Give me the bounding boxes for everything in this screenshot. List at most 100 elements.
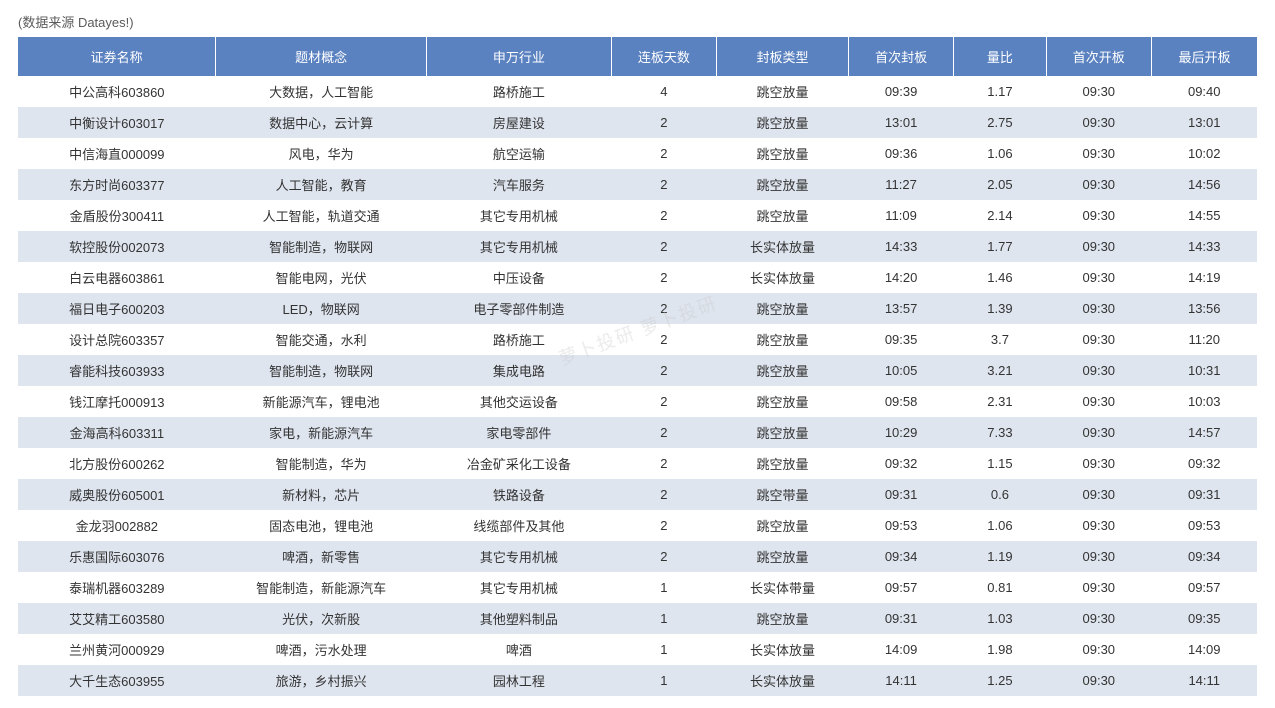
table-row: 白云电器603861智能电网，光伏中压设备2长实体放量14:201.4609:3… [18, 262, 1257, 293]
cell-theme: 家电，新能源汽车 [216, 417, 427, 448]
table-row: 大千生态603955旅游，乡村振兴园林工程1长实体放量14:111.2509:3… [18, 665, 1257, 696]
cell-first_open: 09:30 [1046, 541, 1151, 572]
cell-last_open: 11:20 [1152, 324, 1258, 355]
cell-theme: 数据中心，云计算 [216, 107, 427, 138]
cell-seal_type: 跳空放量 [717, 448, 849, 479]
cell-theme: LED，物联网 [216, 293, 427, 324]
cell-days: 2 [611, 448, 716, 479]
cell-last_open: 14:33 [1152, 231, 1258, 262]
table-row: 金盾股份300411人工智能，轨道交通其它专用机械2跳空放量11:092.140… [18, 200, 1257, 231]
cell-vol_ratio: 1.25 [954, 665, 1046, 696]
cell-seal_type: 跳空放量 [717, 541, 849, 572]
cell-first_open: 09:30 [1046, 510, 1151, 541]
cell-industry: 汽车服务 [427, 169, 612, 200]
cell-theme: 人工智能，教育 [216, 169, 427, 200]
cell-name: 泰瑞机器603289 [18, 572, 216, 603]
cell-vol_ratio: 2.14 [954, 200, 1046, 231]
cell-first_seal: 13:01 [848, 107, 953, 138]
col-header-last_open: 最后开板 [1152, 37, 1258, 76]
cell-theme: 新材料，芯片 [216, 479, 427, 510]
cell-first_seal: 09:32 [848, 448, 953, 479]
table-row: 北方股份600262智能制造，华为冶金矿采化工设备2跳空放量09:321.150… [18, 448, 1257, 479]
cell-first_seal: 14:09 [848, 634, 953, 665]
cell-first_open: 09:30 [1046, 572, 1151, 603]
cell-days: 1 [611, 634, 716, 665]
table-body: 中公高科603860大数据，人工智能路桥施工4跳空放量09:391.1709:3… [18, 76, 1257, 696]
cell-vol_ratio: 1.06 [954, 510, 1046, 541]
cell-first_seal: 09:34 [848, 541, 953, 572]
cell-days: 2 [611, 231, 716, 262]
cell-first_open: 09:30 [1046, 262, 1151, 293]
cell-first_open: 09:30 [1046, 138, 1151, 169]
table-row: 金龙羽002882固态电池，锂电池线缆部件及其他2跳空放量09:531.0609… [18, 510, 1257, 541]
cell-vol_ratio: 3.7 [954, 324, 1046, 355]
col-header-first_open: 首次开板 [1046, 37, 1151, 76]
cell-first_seal: 09:39 [848, 76, 953, 107]
table-row: 中公高科603860大数据，人工智能路桥施工4跳空放量09:391.1709:3… [18, 76, 1257, 107]
cell-first_open: 09:30 [1046, 169, 1151, 200]
cell-theme: 大数据，人工智能 [216, 76, 427, 107]
cell-theme: 智能制造，华为 [216, 448, 427, 479]
cell-first_open: 09:30 [1046, 603, 1151, 634]
cell-last_open: 09:34 [1152, 541, 1258, 572]
cell-days: 2 [611, 138, 716, 169]
cell-theme: 啤酒，新零售 [216, 541, 427, 572]
cell-industry: 中压设备 [427, 262, 612, 293]
cell-theme: 智能制造，物联网 [216, 231, 427, 262]
cell-theme: 智能制造，物联网 [216, 355, 427, 386]
cell-industry: 路桥施工 [427, 324, 612, 355]
cell-name: 乐惠国际603076 [18, 541, 216, 572]
cell-vol_ratio: 1.39 [954, 293, 1046, 324]
cell-seal_type: 长实体放量 [717, 665, 849, 696]
cell-first_seal: 09:58 [848, 386, 953, 417]
table-row: 乐惠国际603076啤酒，新零售其它专用机械2跳空放量09:341.1909:3… [18, 541, 1257, 572]
cell-name: 艾艾精工603580 [18, 603, 216, 634]
cell-days: 2 [611, 200, 716, 231]
cell-vol_ratio: 1.19 [954, 541, 1046, 572]
cell-name: 兰州黄河000929 [18, 634, 216, 665]
cell-industry: 线缆部件及其他 [427, 510, 612, 541]
cell-days: 2 [611, 169, 716, 200]
cell-days: 4 [611, 76, 716, 107]
cell-industry: 集成电路 [427, 355, 612, 386]
table-row: 中衡设计603017数据中心，云计算房屋建设2跳空放量13:012.7509:3… [18, 107, 1257, 138]
cell-first_open: 09:30 [1046, 634, 1151, 665]
cell-industry: 其他塑料制品 [427, 603, 612, 634]
cell-industry: 其它专用机械 [427, 572, 612, 603]
cell-days: 2 [611, 510, 716, 541]
cell-first_seal: 09:36 [848, 138, 953, 169]
cell-name: 白云电器603861 [18, 262, 216, 293]
cell-last_open: 09:57 [1152, 572, 1258, 603]
cell-theme: 旅游，乡村振兴 [216, 665, 427, 696]
data-source-label: (数据来源 Datayes!) [18, 12, 1257, 31]
cell-seal_type: 长实体放量 [717, 262, 849, 293]
table-row: 睿能科技603933智能制造，物联网集成电路2跳空放量10:053.2109:3… [18, 355, 1257, 386]
cell-days: 2 [611, 262, 716, 293]
cell-seal_type: 跳空放量 [717, 355, 849, 386]
cell-industry: 家电零部件 [427, 417, 612, 448]
cell-first_seal: 10:05 [848, 355, 953, 386]
cell-days: 2 [611, 107, 716, 138]
cell-last_open: 13:56 [1152, 293, 1258, 324]
cell-theme: 固态电池，锂电池 [216, 510, 427, 541]
cell-first_seal: 14:11 [848, 665, 953, 696]
cell-first_open: 09:30 [1046, 76, 1151, 107]
stock-table: 证券名称题材概念申万行业连板天数封板类型首次封板量比首次开板最后开板 中公高科6… [18, 37, 1257, 696]
cell-last_open: 10:31 [1152, 355, 1258, 386]
cell-seal_type: 跳空放量 [717, 76, 849, 107]
cell-vol_ratio: 3.21 [954, 355, 1046, 386]
col-header-theme: 题材概念 [216, 37, 427, 76]
cell-days: 2 [611, 479, 716, 510]
cell-last_open: 14:57 [1152, 417, 1258, 448]
cell-vol_ratio: 2.05 [954, 169, 1046, 200]
cell-industry: 房屋建设 [427, 107, 612, 138]
cell-first_open: 09:30 [1046, 107, 1151, 138]
cell-first_seal: 09:35 [848, 324, 953, 355]
col-header-first_seal: 首次封板 [848, 37, 953, 76]
cell-seal_type: 跳空放量 [717, 169, 849, 200]
table-row: 软控股份002073智能制造，物联网其它专用机械2长实体放量14:331.770… [18, 231, 1257, 262]
cell-vol_ratio: 1.77 [954, 231, 1046, 262]
cell-theme: 风电，华为 [216, 138, 427, 169]
cell-name: 钱江摩托000913 [18, 386, 216, 417]
cell-name: 东方时尚603377 [18, 169, 216, 200]
